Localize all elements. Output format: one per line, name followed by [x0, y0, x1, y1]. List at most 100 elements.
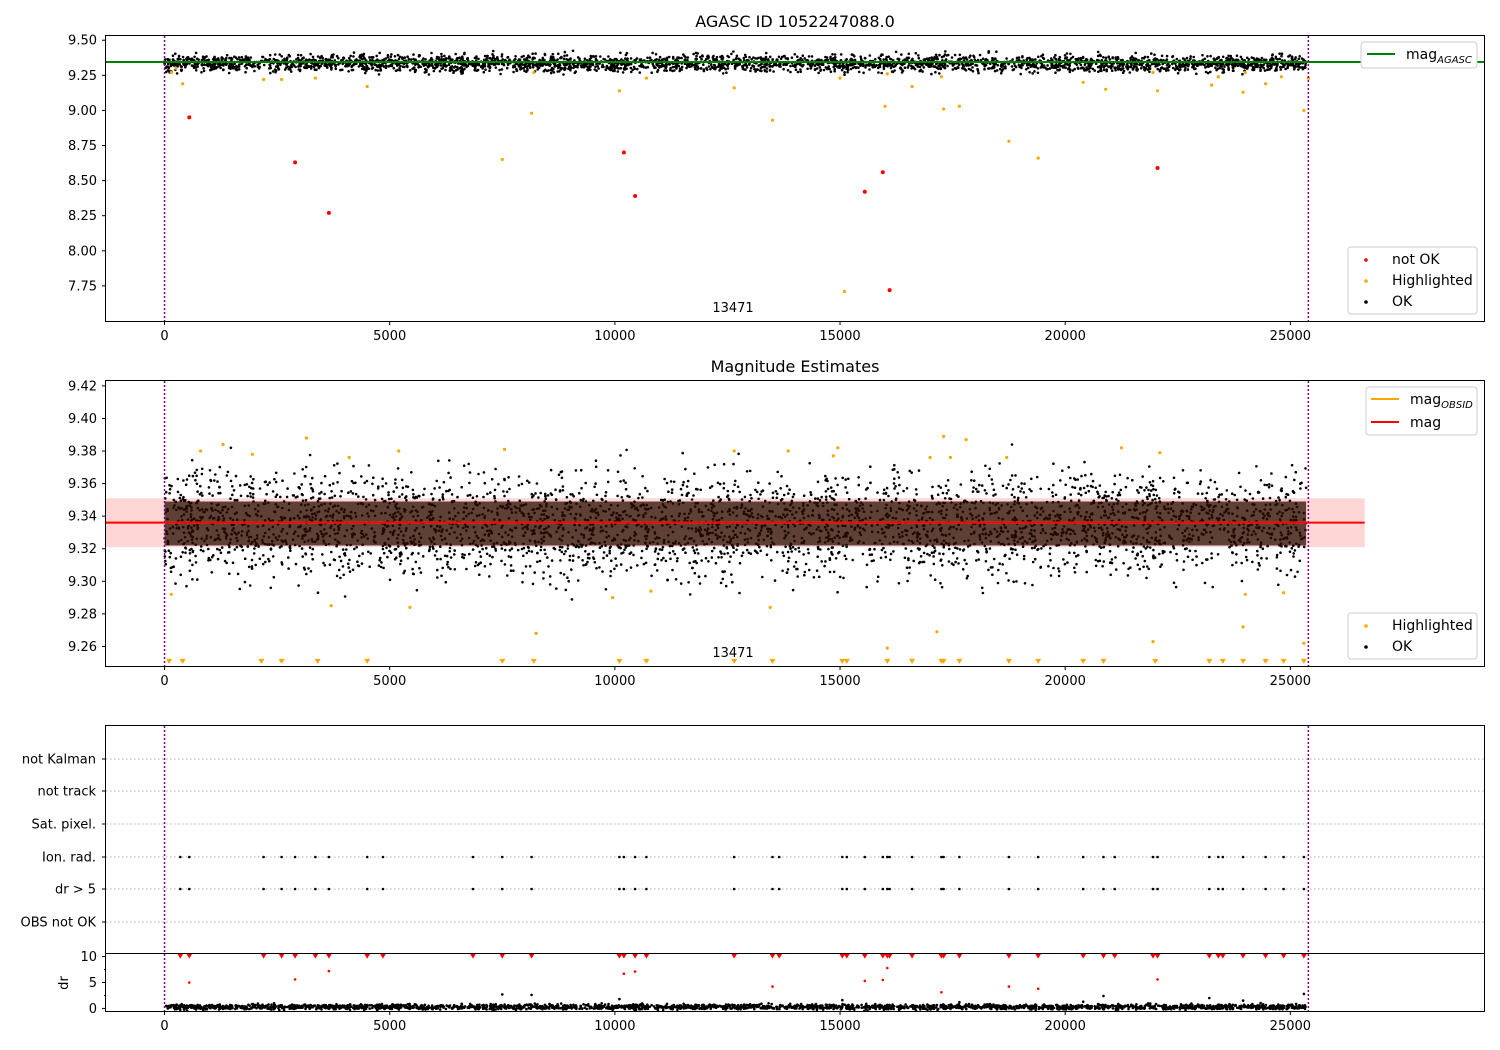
ok-point: [448, 459, 451, 462]
ok-point: [651, 62, 654, 66]
ok-point: [907, 64, 910, 67]
ok-point: [985, 550, 988, 553]
ok-point: [1290, 463, 1294, 467]
ok-point: [1007, 483, 1010, 486]
top-legend-lower-box: [1347, 246, 1478, 315]
ok-point: [422, 64, 426, 67]
top-panel: AGASC ID 1052247088.0 0 5000 10000 15000 200…: [68, 12, 1485, 344]
ok-point: [1265, 483, 1269, 487]
ok-point: [447, 565, 450, 569]
ok-point: [1087, 67, 1090, 71]
ok-point: [577, 545, 581, 549]
highlighted-point: [181, 82, 185, 86]
ok-point: [862, 63, 865, 66]
top-axes: 0 5000 10000 15000 20000 250007.758.008.258.5…: [68, 34, 1311, 344]
ok-point: [558, 63, 562, 67]
ok-point: [833, 67, 836, 71]
ok-point: [452, 70, 456, 73]
ok-point: [1172, 545, 1175, 548]
ok-point: [238, 484, 242, 487]
ok-point: [799, 70, 802, 74]
ok-point: [1297, 65, 1301, 68]
ok-point: [973, 58, 977, 61]
ok-point: [271, 555, 275, 558]
ok-point: [1215, 68, 1218, 72]
ok-point: [1159, 58, 1163, 62]
ok-point: [1015, 56, 1019, 60]
ok-point: [412, 53, 415, 56]
ok-point: [938, 72, 941, 75]
ok-point: [712, 66, 716, 70]
ok-point: [586, 68, 590, 72]
top-ytick-label: 9.50: [68, 34, 97, 49]
ok-point: [882, 498, 886, 502]
ok-point: [868, 54, 872, 57]
ok-point: [782, 63, 785, 67]
ok-point: [469, 62, 473, 66]
ok-point: [1259, 63, 1263, 66]
ok-point: [869, 465, 872, 469]
ok-point: [380, 497, 384, 501]
ok-point: [722, 462, 726, 466]
ok-point: [243, 483, 247, 487]
ok-point: [271, 70, 275, 73]
ok-point: [629, 62, 633, 66]
ok-point: [1178, 68, 1181, 72]
ok-point: [637, 496, 640, 500]
ok-point: [706, 57, 710, 60]
ok-point: [1051, 495, 1055, 498]
ok-point: [1083, 63, 1087, 67]
ok-point: [1237, 471, 1241, 475]
ok-point: [991, 56, 994, 60]
ok-point: [1183, 68, 1187, 72]
ok-point: [916, 65, 920, 68]
ok-point: [889, 66, 893, 70]
ok-point: [552, 55, 555, 59]
ok-point: [201, 494, 204, 497]
ok-point: [480, 64, 484, 68]
ok-point: [1248, 492, 1252, 496]
ok-point: [1227, 58, 1231, 62]
ok-point: [334, 63, 338, 67]
ok-point: [417, 65, 421, 69]
ok-point: [750, 58, 753, 61]
ok-point: [699, 55, 702, 59]
ok-point: [399, 64, 402, 68]
ok-point: [1024, 496, 1028, 499]
ok-point: [782, 554, 786, 558]
ok-point: [435, 55, 439, 59]
ok-point: [1075, 58, 1078, 62]
ok-point: [865, 63, 869, 67]
ok-point: [453, 568, 457, 571]
ok-point: [322, 561, 325, 565]
ok-point: [1061, 469, 1064, 473]
ok-point: [815, 67, 819, 70]
highlighted-point: [939, 75, 944, 79]
ok-point: [1236, 58, 1240, 62]
ok-point: [543, 58, 546, 62]
highlighted-point: [842, 289, 847, 294]
ok-point: [734, 57, 738, 61]
ok-point: [233, 548, 237, 551]
ok-point: [1070, 57, 1073, 60]
ok-point: [1073, 67, 1076, 71]
ok-point: [764, 58, 767, 61]
ok-point: [965, 58, 969, 61]
ok-point: [1097, 70, 1100, 73]
ok-point: [877, 71, 880, 74]
ok-point: [1105, 69, 1108, 73]
ok-point: [1130, 63, 1133, 67]
ok-point: [269, 71, 272, 75]
ok-point: [446, 560, 450, 564]
ok-point: [388, 58, 391, 61]
ok-point: [368, 58, 372, 62]
ok-point: [680, 56, 683, 60]
ok-point: [448, 66, 452, 70]
ok-point: [742, 56, 746, 60]
ok-point: [995, 50, 998, 53]
ok-point: [613, 567, 616, 571]
ok-point: [1203, 63, 1206, 67]
ok-point: [846, 66, 850, 69]
ok-point: [525, 551, 529, 555]
ok-point: [1252, 68, 1256, 72]
